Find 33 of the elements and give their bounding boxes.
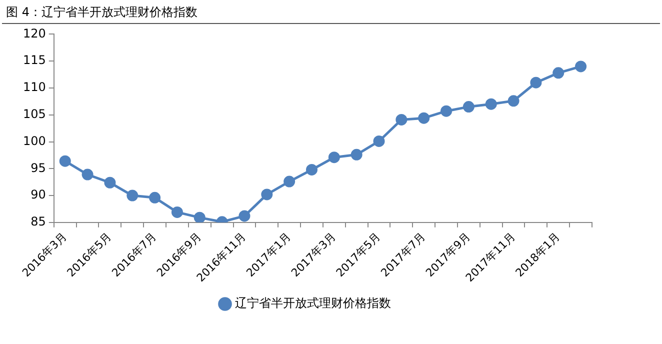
- chart-title: 图 4：辽宁省半开放式理财价格指数: [2, 0, 660, 24]
- y-tick-label: 115: [23, 53, 46, 68]
- point: [238, 210, 250, 222]
- y-tick-label: 100: [23, 134, 46, 148]
- point: [328, 152, 340, 164]
- point: [59, 155, 71, 167]
- point: [396, 114, 408, 126]
- point: [485, 98, 497, 110]
- y-tick-label: 120: [23, 26, 46, 40]
- point: [171, 206, 183, 218]
- point: [284, 176, 296, 188]
- y-tick-label: 110: [23, 80, 46, 94]
- legend-label: 辽宁省半开放式理财价格指数: [235, 296, 391, 310]
- y-tick-label: 85: [30, 214, 46, 229]
- point: [373, 135, 385, 147]
- point: [194, 212, 206, 222]
- point: [261, 188, 273, 200]
- point: [462, 101, 474, 113]
- point: [575, 60, 587, 72]
- point: [104, 176, 116, 188]
- point: [149, 192, 161, 204]
- point: [350, 148, 362, 160]
- point: [508, 95, 520, 107]
- y-tick-label: 105: [23, 106, 46, 121]
- y-tick-label: 90: [30, 188, 46, 202]
- point: [306, 164, 318, 176]
- point: [440, 105, 452, 117]
- y-tick-label: 95: [30, 160, 46, 175]
- point: [418, 112, 430, 124]
- point: [530, 76, 542, 88]
- point: [552, 67, 564, 79]
- point: [82, 168, 94, 180]
- point: [126, 190, 138, 202]
